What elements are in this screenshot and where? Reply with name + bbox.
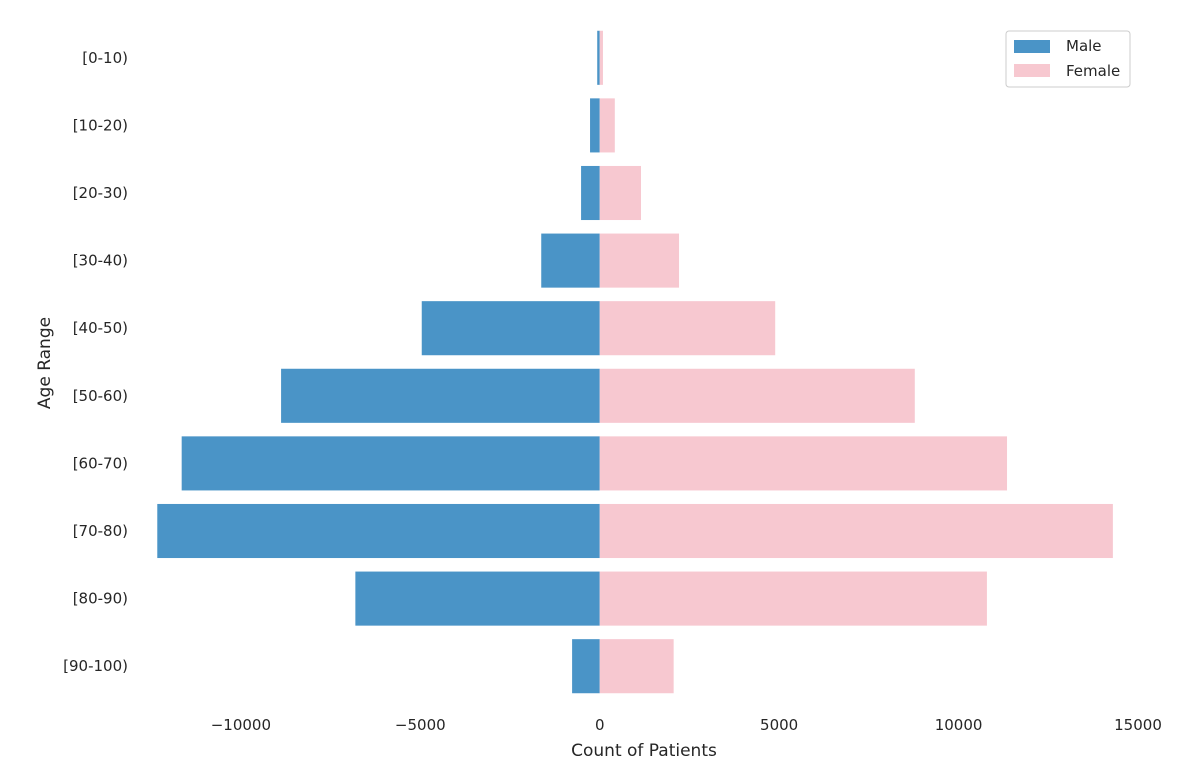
bar-female-5 <box>599 368 915 423</box>
y-tick-label: [50-60) <box>73 387 128 405</box>
y-tick-label: [70-80) <box>73 522 128 540</box>
bar-male-3 <box>541 233 600 288</box>
bar-male-4 <box>421 301 600 356</box>
y-tick-label: [60-70) <box>73 454 128 472</box>
y-tick-labels: [0-10) [10-20) [20-30) [30-40) [40-50) [50-60… <box>63 49 128 675</box>
legend-swatch-female <box>1014 64 1050 77</box>
bar-female-4 <box>599 301 776 356</box>
y-tick-label: [0-10) <box>82 49 128 67</box>
bar-male-9 <box>572 639 600 694</box>
bar-female-0 <box>599 30 603 85</box>
bar-female-6 <box>599 436 1008 491</box>
y-tick-label: [30-40) <box>73 252 128 270</box>
bar-female-9 <box>599 639 674 694</box>
y-tick-label: [40-50) <box>73 319 128 337</box>
bar-male-7 <box>157 503 600 559</box>
legend-label-female: Female <box>1066 62 1120 80</box>
bar-male-6 <box>181 436 600 491</box>
bar-female-8 <box>599 571 987 626</box>
bar-male-5 <box>281 368 600 423</box>
bar-female-3 <box>599 233 680 288</box>
x-tick-label: 5000 <box>760 716 798 734</box>
y-tick-label: [90-100) <box>63 657 128 675</box>
y-tick-label: [20-30) <box>73 184 128 202</box>
bar-male-1 <box>590 98 600 153</box>
bar-female-7 <box>599 503 1113 559</box>
bar-male-0 <box>597 30 600 85</box>
legend: Male Female <box>1005 30 1131 88</box>
x-tick-label: 15000 <box>1114 716 1162 734</box>
x-tick-label: 0 <box>595 716 605 734</box>
bar-male-8 <box>355 571 600 626</box>
x-tick-label: 10000 <box>935 716 983 734</box>
bars-layer <box>157 30 1113 694</box>
x-tick-labels: −10000 −5000 0 5000 10000 15000 <box>211 716 1162 734</box>
x-axis-label: Count of Patients <box>571 741 717 761</box>
legend-swatch-male <box>1014 40 1050 53</box>
y-tick-label: [80-90) <box>73 590 128 608</box>
bar-female-2 <box>599 165 641 221</box>
x-tick-label: −10000 <box>211 716 271 734</box>
bar-female-1 <box>599 98 615 153</box>
x-tick-label: −5000 <box>395 716 446 734</box>
bar-male-2 <box>581 165 600 221</box>
y-axis-label: Age Range <box>35 317 55 409</box>
legend-label-male: Male <box>1066 37 1102 55</box>
y-tick-label: [10-20) <box>73 116 128 134</box>
